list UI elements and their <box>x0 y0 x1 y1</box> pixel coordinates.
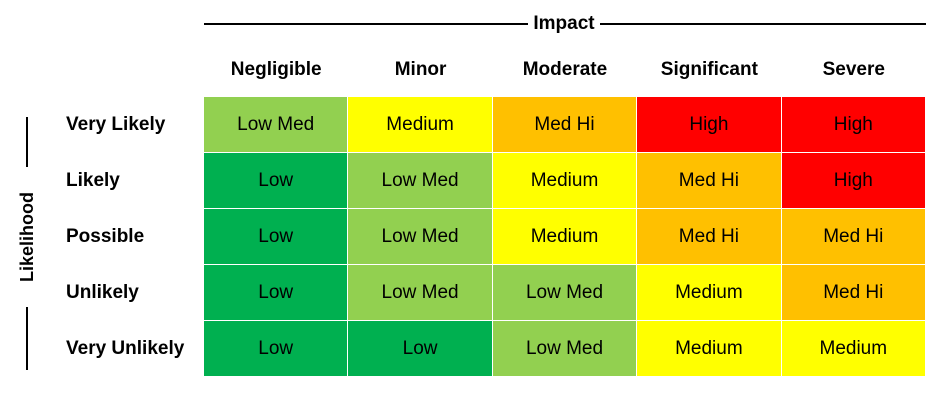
row-header-likely: Likely <box>66 170 120 191</box>
impact-axis-line-left <box>204 23 528 25</box>
column-header-severe: Severe <box>822 59 885 80</box>
risk-cell: Med Hi <box>637 153 782 209</box>
risk-cell: Low Med <box>492 265 638 321</box>
impact-axis-label: Impact <box>533 13 595 34</box>
risk-cell: High <box>637 97 782 153</box>
risk-cell: Med Hi <box>637 209 782 265</box>
risk-cell: High <box>781 97 926 153</box>
impact-column-headers: Negligible Minor Moderate Significant Se… <box>204 56 926 84</box>
risk-cell: High <box>781 153 926 209</box>
risk-cell: Low Med <box>348 265 493 321</box>
column-header-negligible: Negligible <box>230 59 322 80</box>
risk-cell: Low Med <box>204 97 349 153</box>
risk-cell: Medium <box>492 153 638 209</box>
risk-cell: Medium <box>781 321 926 377</box>
likelihood-row-headers: Very Likely Likely Possible Unlikely Ver… <box>66 97 202 377</box>
risk-cell: Medium <box>348 97 493 153</box>
impact-axis-line-right <box>600 23 926 25</box>
risk-cell: Low <box>348 321 493 377</box>
risk-cell: Low <box>204 209 349 265</box>
row-header-very-likely: Very Likely <box>66 114 166 135</box>
risk-cell: Low <box>204 265 349 321</box>
risk-cell: Medium <box>637 321 782 377</box>
likelihood-axis-label: Likelihood <box>15 167 39 307</box>
risk-matrix-grid: Low Med Medium Med Hi High High Low Low … <box>204 97 926 377</box>
risk-cell: Low <box>204 321 349 377</box>
column-header-moderate: Moderate <box>522 59 608 80</box>
risk-cell: Low Med <box>348 153 493 209</box>
column-header-minor: Minor <box>394 59 447 80</box>
row-header-very-unlikely: Very Unlikely <box>66 338 185 359</box>
row-header-unlikely: Unlikely <box>66 282 139 303</box>
risk-cell: Low Med <box>492 321 638 377</box>
risk-cell: Med Hi <box>492 97 638 153</box>
column-header-significant: Significant <box>660 59 758 80</box>
risk-cell: Low Med <box>348 209 493 265</box>
risk-cell: Medium <box>637 265 782 321</box>
risk-cell: Med Hi <box>781 265 926 321</box>
row-header-possible: Possible <box>66 226 145 247</box>
risk-cell: Medium <box>492 209 638 265</box>
risk-cell: Low <box>204 153 349 209</box>
risk-cell: Med Hi <box>781 209 926 265</box>
